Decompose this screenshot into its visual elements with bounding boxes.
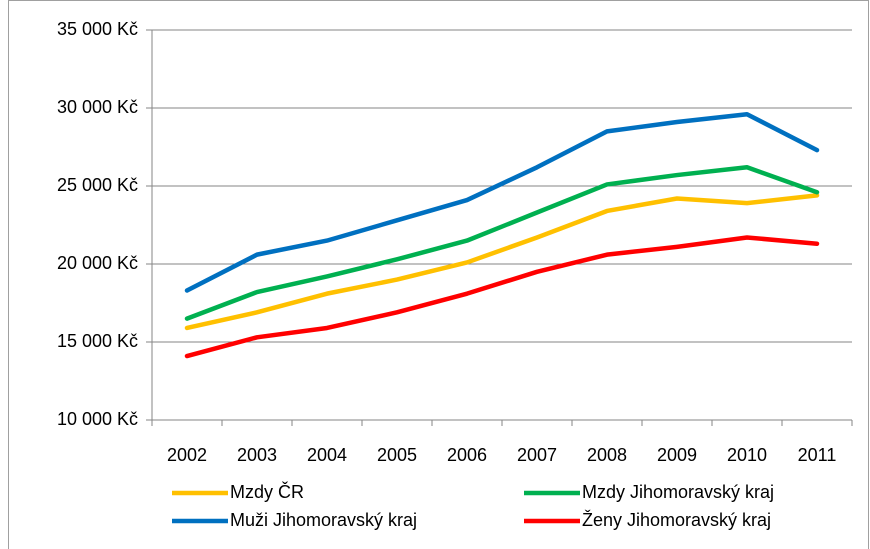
x-tick-label: 2002 <box>167 445 207 465</box>
y-tick-label: 35 000 Kč <box>57 19 138 39</box>
x-tick-label: 2005 <box>377 445 417 465</box>
legend-label: Mzdy Jihomoravský kraj <box>582 482 774 502</box>
y-tick-label: 30 000 Kč <box>57 97 138 117</box>
x-tick-label: 2004 <box>307 445 347 465</box>
x-tick-label: 2007 <box>517 445 557 465</box>
series-line <box>184 235 820 359</box>
x-tick-label: 2010 <box>727 445 767 465</box>
x-tick-label: 2003 <box>237 445 277 465</box>
x-tick-label: 2009 <box>657 445 697 465</box>
chart-frame <box>8 0 869 549</box>
x-tick-label: 2006 <box>447 445 487 465</box>
y-tick-label: 15 000 Kč <box>57 331 138 351</box>
series-line <box>184 193 820 331</box>
legend-label: Ženy Jihomoravský kraj <box>582 510 771 530</box>
series-line <box>184 165 820 321</box>
x-tick-label: 2011 <box>798 445 837 465</box>
y-tick-label: 25 000 Kč <box>57 175 138 195</box>
x-tick-label: 2008 <box>587 445 627 465</box>
legend-label: Mzdy ČR <box>230 481 304 502</box>
y-tick-label: 20 000 Kč <box>57 253 138 273</box>
legend-label: Muži Jihomoravský kraj <box>230 510 417 530</box>
series-line <box>184 111 820 293</box>
y-tick-label: 10 000 Kč <box>57 409 138 429</box>
